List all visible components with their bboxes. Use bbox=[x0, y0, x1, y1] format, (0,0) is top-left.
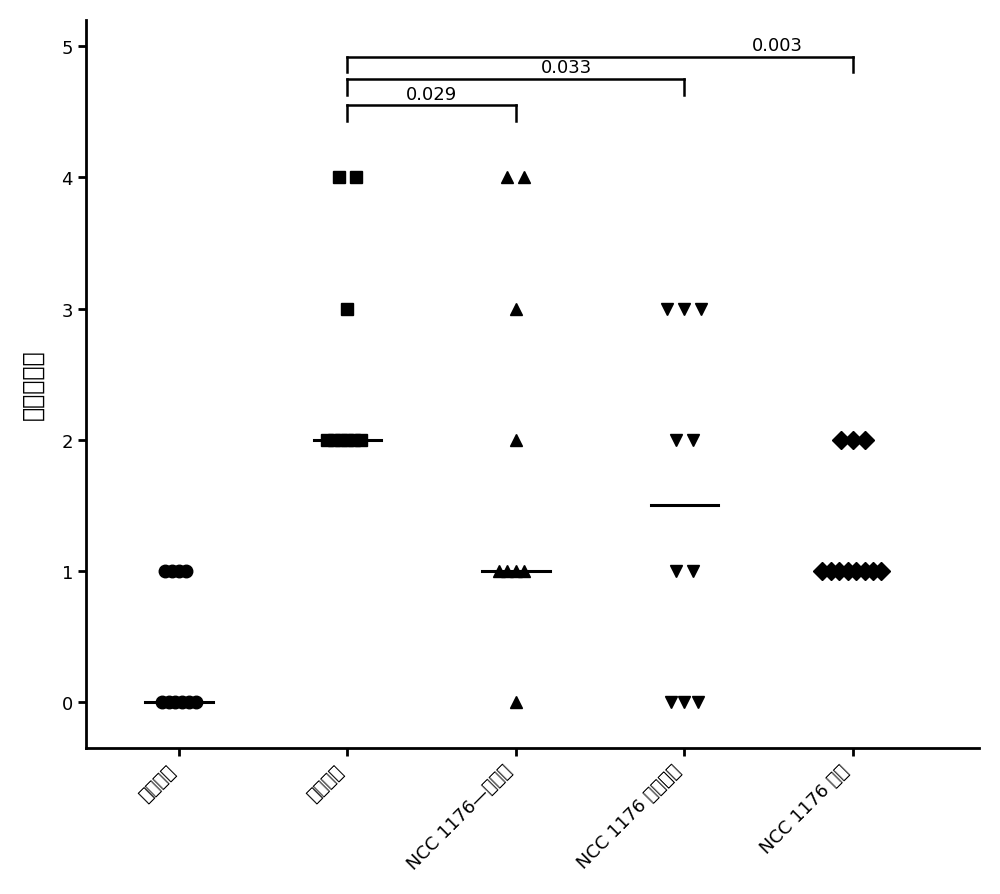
Text: 0.029: 0.029 bbox=[406, 86, 457, 104]
Text: 0.003: 0.003 bbox=[751, 37, 802, 55]
Text: 0.033: 0.033 bbox=[541, 59, 592, 77]
Y-axis label: 变应性评分: 变应性评分 bbox=[21, 350, 45, 420]
